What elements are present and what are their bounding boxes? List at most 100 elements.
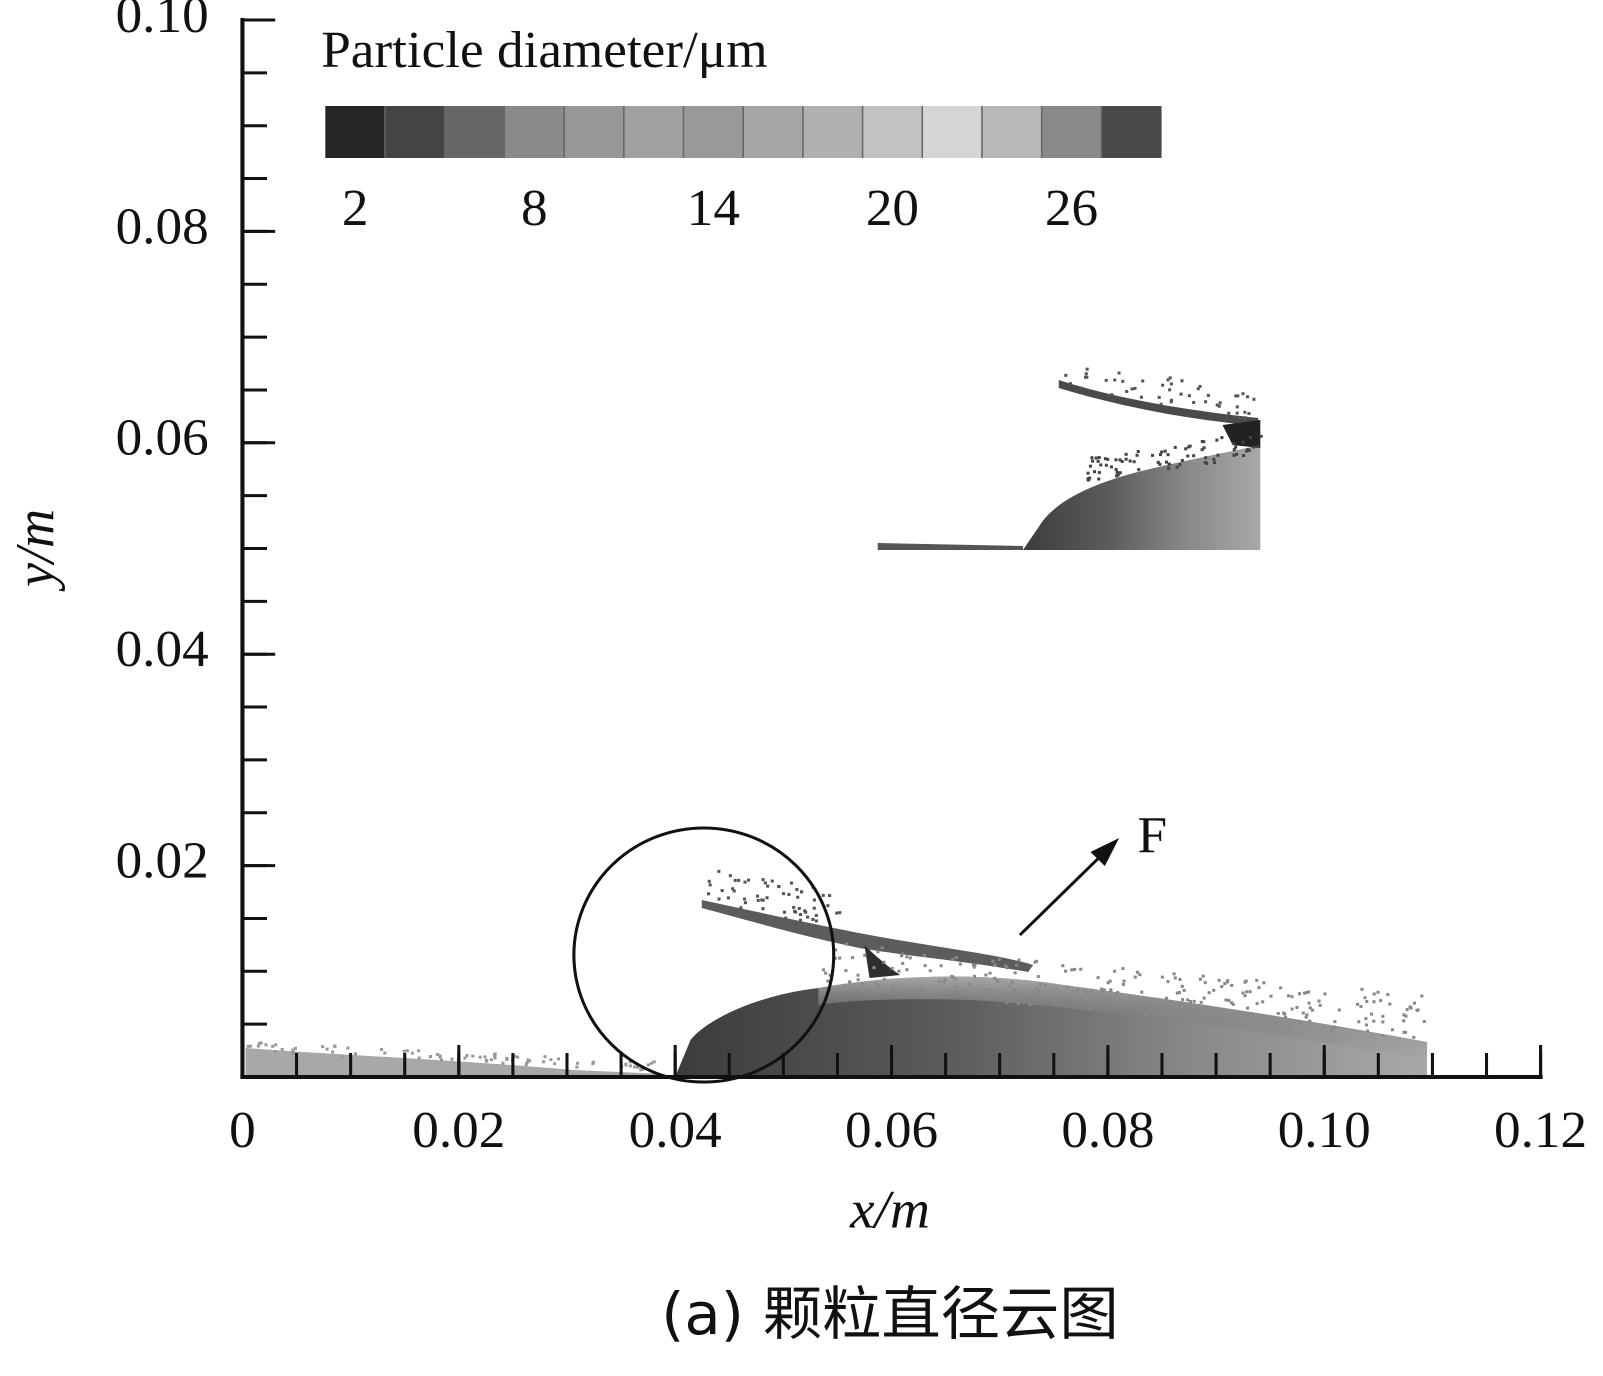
particle bbox=[1242, 454, 1246, 458]
particle bbox=[1151, 453, 1155, 457]
x-tick-label: 0.12 bbox=[1494, 1101, 1587, 1158]
particle bbox=[765, 896, 769, 900]
particle bbox=[1128, 459, 1132, 463]
particle bbox=[1064, 969, 1068, 973]
particle bbox=[1356, 1002, 1360, 1006]
particle bbox=[958, 962, 962, 966]
particle bbox=[543, 1055, 547, 1059]
particle bbox=[331, 1050, 335, 1054]
particle bbox=[1217, 404, 1221, 408]
particle bbox=[1090, 456, 1094, 460]
particle bbox=[628, 1060, 632, 1064]
particle bbox=[1192, 454, 1196, 458]
particle bbox=[1305, 991, 1309, 995]
particle bbox=[838, 956, 842, 960]
particle bbox=[1252, 445, 1256, 449]
particle bbox=[814, 913, 818, 917]
particle bbox=[1304, 1015, 1308, 1019]
particle bbox=[1286, 1024, 1290, 1028]
particle bbox=[707, 879, 711, 883]
particle bbox=[1244, 979, 1248, 983]
particle bbox=[1372, 1000, 1376, 1004]
particle bbox=[707, 892, 711, 896]
particle bbox=[493, 1056, 497, 1060]
particle bbox=[1122, 979, 1126, 983]
particle bbox=[996, 979, 1000, 983]
particle bbox=[1173, 976, 1177, 980]
particle bbox=[1085, 989, 1089, 993]
particle bbox=[1409, 1006, 1413, 1010]
particle bbox=[1164, 996, 1168, 1000]
particle bbox=[1088, 1007, 1092, 1011]
particle bbox=[905, 955, 909, 959]
particle bbox=[891, 984, 895, 988]
particle bbox=[1415, 1008, 1419, 1012]
particle bbox=[1073, 967, 1077, 971]
particle-cloud bbox=[245, 380, 1428, 1077]
particle bbox=[1180, 984, 1184, 988]
particle bbox=[1379, 999, 1383, 1003]
particle bbox=[874, 981, 878, 985]
particle bbox=[920, 993, 924, 997]
particle bbox=[271, 1044, 275, 1048]
particle bbox=[1357, 1020, 1361, 1024]
particle bbox=[290, 1051, 294, 1055]
y-tick-label: 0.06 bbox=[116, 409, 209, 466]
particle bbox=[901, 961, 905, 965]
colorbar-band bbox=[444, 106, 505, 158]
particle bbox=[1179, 392, 1183, 396]
particle bbox=[872, 966, 876, 970]
colorbar-band bbox=[504, 106, 565, 158]
particle bbox=[717, 869, 721, 873]
particle bbox=[1061, 964, 1065, 968]
particle bbox=[1307, 1001, 1311, 1005]
particle bbox=[1158, 462, 1162, 466]
particle bbox=[1196, 387, 1200, 391]
particle bbox=[955, 956, 959, 960]
particle bbox=[1305, 1013, 1309, 1017]
particle bbox=[1157, 395, 1161, 399]
particle bbox=[1170, 398, 1174, 402]
particle bbox=[733, 878, 737, 882]
particle bbox=[1235, 405, 1239, 409]
particle bbox=[1052, 1000, 1056, 1004]
particle bbox=[1116, 990, 1120, 994]
particle bbox=[1188, 444, 1192, 448]
particle bbox=[1370, 1012, 1374, 1016]
particle bbox=[1108, 979, 1112, 983]
x-axis-title: x/m bbox=[849, 1179, 930, 1239]
colorbar-band bbox=[325, 106, 386, 158]
particle bbox=[1255, 978, 1259, 982]
particle bbox=[942, 980, 946, 984]
particle bbox=[549, 1058, 553, 1062]
particle bbox=[1364, 1023, 1368, 1027]
particle bbox=[1143, 1013, 1147, 1017]
particle bbox=[1372, 1019, 1376, 1023]
particle bbox=[1100, 987, 1104, 991]
colorbar-band bbox=[623, 106, 685, 158]
particle bbox=[1124, 457, 1128, 461]
particle bbox=[1158, 453, 1162, 457]
particle bbox=[1203, 981, 1207, 985]
particle bbox=[1049, 995, 1053, 999]
particle bbox=[1402, 1013, 1406, 1017]
particle bbox=[1243, 416, 1247, 420]
particle bbox=[1388, 1002, 1392, 1006]
particle bbox=[1256, 444, 1260, 448]
particle bbox=[900, 954, 904, 958]
colorbar-tick-label: 14 bbox=[687, 179, 740, 236]
colorbar-band bbox=[802, 106, 864, 158]
particle bbox=[1090, 989, 1094, 993]
particle bbox=[1084, 372, 1088, 376]
particle bbox=[1232, 448, 1236, 452]
particle bbox=[1192, 401, 1196, 405]
particle bbox=[812, 898, 816, 902]
particle bbox=[1161, 383, 1165, 387]
particle bbox=[1269, 1020, 1273, 1024]
particle bbox=[732, 889, 736, 893]
particle bbox=[526, 1058, 530, 1062]
particle bbox=[1121, 967, 1125, 971]
particle bbox=[340, 1054, 344, 1058]
particle bbox=[1284, 1015, 1288, 1019]
particle bbox=[1079, 967, 1083, 971]
